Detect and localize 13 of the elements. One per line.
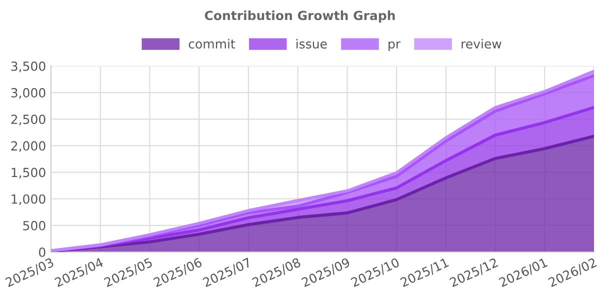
- legend-label: issue: [296, 38, 327, 49]
- y-tick-label: 500: [23, 220, 46, 230]
- y-tick-label: 1,000: [12, 194, 46, 206]
- y-tick-label: 3,500: [11, 61, 46, 72]
- legend-label: pr: [388, 41, 401, 52]
- y-tick-label: 2,000: [11, 141, 46, 152]
- y-tick-label: 2,500: [11, 114, 46, 126]
- chart-title: Contribution Growth Graph: [204, 10, 395, 23]
- y-tick-label: 3,000: [11, 88, 46, 99]
- y-tick-label: 0: [39, 247, 46, 257]
- legend-label: review: [462, 38, 502, 49]
- legend-label: commit: [188, 38, 236, 49]
- y-tick-label: 1,500: [12, 168, 46, 178]
